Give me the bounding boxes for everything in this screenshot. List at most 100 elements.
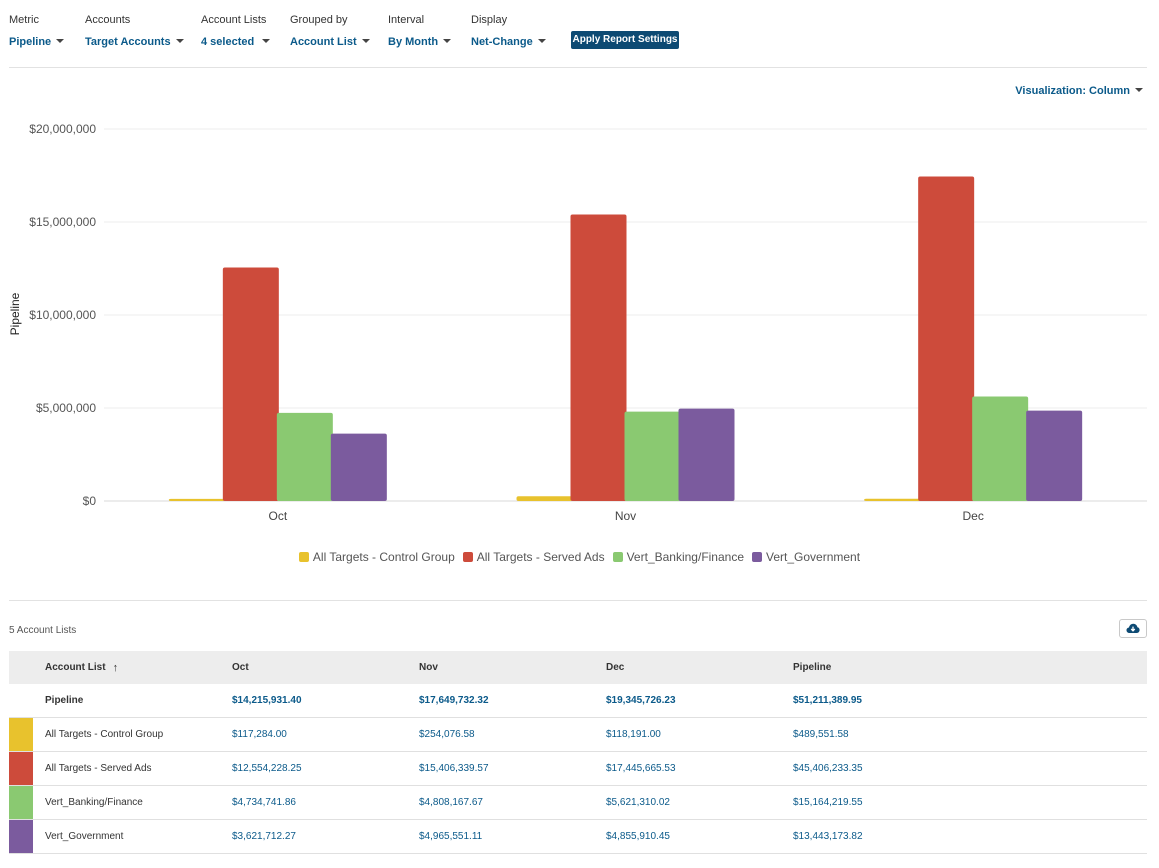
dec-cell: $5,621,310.02 (606, 797, 670, 808)
report-filters-bar: Metric Pipeline Accounts Target Accounts… (0, 0, 1159, 68)
filter-display-value: Net-Change (471, 36, 533, 48)
legend-swatch (462, 552, 473, 562)
column-header-pipeline[interactable]: Pipeline (793, 662, 832, 673)
bar[interactable] (864, 498, 921, 501)
filter-accounts-value: Target Accounts (85, 36, 171, 48)
row-color-swatch (9, 786, 33, 819)
nov-cell: $254,076.58 (419, 729, 475, 740)
oct-cell: $4,734,741.86 (232, 797, 296, 808)
x-tick-label: Dec (962, 509, 983, 523)
apply-report-settings-button[interactable]: Apply Report Settings (571, 31, 679, 49)
bar[interactable] (516, 496, 573, 501)
account-list-cell: Vert_Government (45, 831, 124, 842)
account-list-cell: Pipeline (45, 695, 84, 706)
nov-cell: $17,649,732.32 (419, 695, 489, 706)
oct-cell: $3,621,712.27 (232, 831, 296, 842)
account-list-cell: All Targets - Served Ads (45, 763, 152, 774)
divider (9, 67, 1147, 68)
account-lists-count: 5 Account Lists (9, 625, 77, 636)
filter-display-label: Display (471, 14, 508, 26)
filter-interval-dropdown[interactable]: By Month (388, 35, 452, 49)
download-button[interactable] (1119, 619, 1147, 638)
bar[interactable] (678, 408, 735, 501)
legend-item[interactable]: All Targets - Control Group (298, 550, 455, 564)
bar[interactable] (222, 267, 279, 501)
legend-label: All Targets - Served Ads (476, 550, 605, 564)
bar[interactable] (624, 411, 681, 501)
table-row: All Targets - Control Group $117,284.00 $2… (9, 718, 1147, 752)
caret-down-icon (262, 39, 271, 43)
caret-down-icon (361, 39, 370, 43)
y-tick-label: $5,000,000 (36, 401, 96, 415)
row-color-swatch (9, 820, 33, 853)
table-header: Account List ↑ Oct Nov Dec Pipeline (9, 651, 1147, 684)
table-total-row: Pipeline $14,215,931.40 $17,649,732.32 $19,… (9, 684, 1147, 718)
legend-label: Vert_Banking/Finance (626, 550, 745, 564)
cloud-download-icon (1126, 623, 1140, 633)
filter-accounts-label: Accounts (85, 14, 131, 26)
pipeline-cell: $13,443,173.82 (793, 831, 863, 842)
x-tick-label: Nov (615, 509, 636, 523)
pipeline-cell: $15,164,219.55 (793, 797, 863, 808)
column-header-dec[interactable]: Dec (606, 662, 625, 673)
column-header-label: Account List (45, 662, 106, 673)
dec-cell: $19,345,726.23 (606, 695, 676, 706)
filter-interval-label: Interval (388, 14, 425, 26)
y-tick-label: $10,000,000 (29, 308, 96, 322)
pipeline-cell: $45,406,233.35 (793, 763, 863, 774)
visualization-value: Visualization: Column (1015, 85, 1130, 97)
account-list-cell: Vert_Banking/Finance (45, 797, 143, 808)
filter-metric-dropdown[interactable]: Pipeline (9, 35, 65, 49)
chart-legend: All Targets - Control Group All Targets -… (0, 550, 1159, 565)
bar[interactable] (168, 498, 225, 501)
filter-display: Display Net-Change (471, 13, 546, 50)
column-header-account-list[interactable]: Account List ↑ (45, 651, 118, 684)
filter-account-lists: Account Lists 4 selected (201, 13, 271, 50)
bar[interactable] (570, 214, 627, 501)
filter-display-dropdown[interactable]: Net-Change (471, 35, 546, 49)
caret-down-icon (443, 39, 452, 43)
legend-swatch (298, 552, 309, 562)
filter-interval-value: By Month (388, 36, 439, 48)
filter-grouped-by-dropdown[interactable]: Account List (290, 35, 370, 49)
legend-label: Vert_Government (766, 550, 861, 564)
bar[interactable] (918, 176, 975, 501)
oct-cell: $12,554,228.25 (232, 763, 302, 774)
filter-account-lists-value: 4 selected (201, 36, 255, 48)
bar[interactable] (1026, 410, 1083, 501)
y-tick-label: $0 (83, 494, 97, 508)
table-body: Pipeline $14,215,931.40 $17,649,732.32 $19,… (9, 684, 1147, 854)
divider (9, 600, 1147, 601)
bar[interactable] (972, 396, 1029, 501)
legend-swatch (612, 552, 623, 562)
caret-down-icon (175, 39, 184, 43)
bar[interactable] (330, 433, 387, 501)
filter-account-lists-dropdown[interactable]: 4 selected (201, 35, 271, 49)
bar[interactable] (276, 412, 333, 501)
oct-cell: $14,215,931.40 (232, 695, 302, 706)
visualization-dropdown[interactable]: Visualization: Column (1015, 85, 1143, 97)
column-header-oct[interactable]: Oct (232, 662, 249, 673)
filter-accounts-dropdown[interactable]: Target Accounts (85, 35, 184, 49)
account-list-cell: All Targets - Control Group (45, 729, 164, 740)
column-chart: $0 $5,000,000 $10,000,000 $15,000,000 $20,00… (8, 122, 1147, 523)
filter-metric-label: Metric (9, 14, 39, 26)
legend-item[interactable]: All Targets - Served Ads (462, 550, 605, 564)
caret-down-icon (56, 39, 65, 43)
nov-cell: $4,808,167.67 (419, 797, 483, 808)
sort-ascending-icon: ↑ (112, 661, 119, 674)
filter-accounts: Accounts Target Accounts (85, 13, 184, 50)
table-row: Vert_Banking/Finance $4,734,741.86 $4,808,… (9, 786, 1147, 820)
legend-item[interactable]: Vert_Government (752, 550, 860, 564)
y-tick-label: $20,000,000 (29, 122, 96, 136)
nov-cell: $15,406,339.57 (419, 763, 489, 774)
caret-down-icon (1135, 88, 1143, 92)
x-tick-label: Oct (268, 509, 287, 523)
dec-cell: $118,191.00 (606, 729, 661, 740)
dec-cell: $4,855,910.45 (606, 831, 670, 842)
y-axis-ticks: $0 $5,000,000 $10,000,000 $15,000,000 $20,00… (29, 122, 96, 508)
y-axis-title: Pipeline (8, 292, 22, 335)
legend-item[interactable]: Vert_Banking/Finance (612, 550, 745, 564)
column-header-nov[interactable]: Nov (419, 662, 438, 673)
legend-label: All Targets - Control Group (312, 550, 455, 564)
